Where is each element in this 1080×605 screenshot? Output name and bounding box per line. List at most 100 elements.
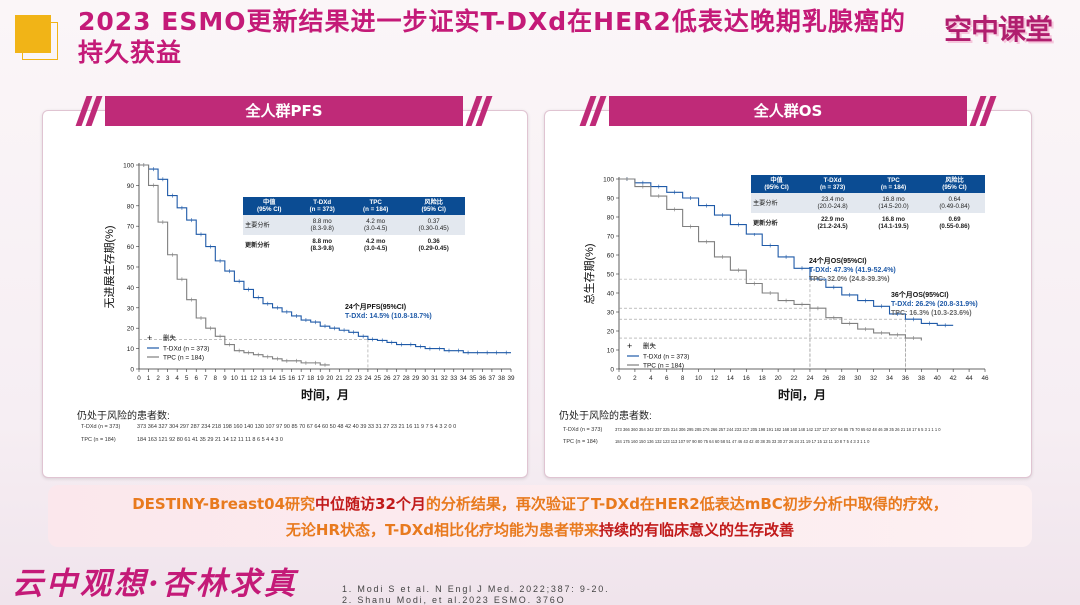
legend-censor-label: 删失 [163,333,177,342]
table-cell: 16.8 mo (14.5-20.0) [863,193,925,213]
pfs-banner-label: 全人群PFS [245,102,323,120]
x-tick-label: 22 [345,375,353,382]
y-tick-label: 70 [127,224,135,231]
os-callout36-title: 36个月OS(95%CI) [891,292,949,299]
y-tick-label: 10 [127,346,135,353]
y-tick-label: 100 [123,163,134,170]
table-row: 更新分析 22.9 mo (21.2-24.5) 16.8 mo (14.1-19.5)… [751,213,985,233]
x-tick-label: 46 [981,375,989,382]
x-tick-label: 6 [194,375,198,382]
table-cell: 主要分析 [243,215,296,235]
os-callout-36: 36个月OS(95%CI) T-DXd: 26.2% (20.8-31.9%) … [891,291,978,318]
x-tick-label: 39 [507,375,515,382]
x-tick-label: 35 [469,375,477,382]
x-tick-label: 15 [279,375,287,382]
table-cell: 0.36 (0.29-0.45) [402,235,465,255]
x-tick-label: 8 [214,375,218,382]
conclusion-highlight: 持续的有临床意义的生存改善 [599,521,795,539]
pfs-risk-label-tdxd: T-DXd (n = 373) [81,424,121,430]
legend-censor-label: 删失 [643,341,657,350]
pfs-risk-title: 仍处于风险的患者数: [77,411,170,422]
table-header-cell: TPC (n = 184) [863,175,925,193]
x-tick-label: 14 [727,375,735,382]
y-tick-label: 40 [127,285,135,292]
os-hazard-table: 中值 (95% CI) T-DXd (n = 373) TPC (n = 184) 风险比(… [751,175,985,233]
x-tick-label: 16 [288,375,296,382]
x-tick-label: 18 [307,375,315,382]
x-tick-label: 38 [498,375,506,382]
table-header-cell: TPC (n = 184) [348,197,403,215]
y-tick-label: 70 [607,234,615,241]
y-tick-label: 60 [607,253,615,260]
y-tick-label: 50 [127,265,135,272]
x-tick-label: 13 [259,375,267,382]
os-banner: 全人群OS [579,96,997,126]
slogan: 云中观想·杏林求真 [12,566,298,602]
table-cell: 8.8 mo (8.3-9.8) [295,235,349,255]
legend-tpc-label: TPC (n = 184) [643,363,684,370]
x-tick-label: 0 [617,375,621,382]
table-row: 主要分析 8.8 mo (8.3-9.8) 4.2 mo (3.0-4.5) 0.37 (0… [243,215,465,235]
table-header-cell: T-DXd (n = 373) [802,175,864,193]
table-cell: 4.2 mo (3.0-4.5) [348,235,403,255]
y-tick-label: 10 [607,348,615,355]
x-tick-label: 3 [166,375,170,382]
os-callout24-tpc: TPC: 32.0% (24.8-39.3%) [809,276,890,283]
pfs-risk-label-tpc: TPC (n = 184) [81,437,116,443]
x-tick-label: 32 [441,375,449,382]
os-callout36-tpc: TPC: 16.3% (10.3-23.6%) [891,310,972,317]
x-tick-label: 20 [326,375,334,382]
x-tick-label: 31 [431,375,439,382]
x-tick-label: 12 [711,375,719,382]
legend-censor-icon: + [627,341,632,351]
conclusion-text: DESTINY-Breast04研究 [132,495,316,513]
x-tick-label: 10 [695,375,703,382]
pfs-hazard-table: 中值 (95% CI) T-DXd (n = 373) TPC (n = 184) 风险比(… [243,197,465,255]
x-tick-label: 2 [633,375,637,382]
x-tick-label: 8 [681,375,685,382]
pfs-callout-tdxd: T-DXd: 14.5% (10.8-18.7%) [345,313,432,320]
x-tick-label: 24 [806,375,814,382]
x-tick-label: 10 [231,375,239,382]
os-risk-label-tpc: TPC (n = 184) [563,439,598,445]
x-tick-label: 29 [412,375,420,382]
conclusion-line-1: DESTINY-Breast04研究中位随访32个月的分析结果，再次验证了T-D… [48,491,1032,517]
x-tick-label: 36 [479,375,487,382]
logo: 空中课堂 [944,13,1053,46]
pfs-risk-row-tdxd: T-DXd (n = 373) 373 364 327 304 297 287 2… [81,424,456,430]
table-header-cell: 中值 (95% CI) [243,197,296,215]
pfs-callout: 24个月PFS(95%CI) T-DXd: 14.5% (10.8-18.7%) [345,303,432,321]
x-tick-label: 0 [137,375,141,382]
x-tick-label: 37 [488,375,496,382]
x-tick-label: 19 [317,375,325,382]
conclusion-text: 无论HR状态，T-DXd相比化疗均能为患者带来 [285,521,600,539]
x-tick-label: 28 [838,375,846,382]
x-tick-label: 33 [450,375,458,382]
x-tick-label: 34 [886,375,894,382]
table-cell: 4.2 mo (3.0-4.5) [348,215,403,235]
x-tick-label: 40 [934,375,942,382]
conclusion-highlight: 中位随访32个月 [315,495,426,513]
os-callout-24: 24个月OS(95%CI) T-DXd: 47.3% (41.9-52.4%) … [809,257,896,284]
y-tick-label: 20 [127,326,135,333]
x-tick-label: 26 [822,375,830,382]
x-tick-label: 16 [743,375,751,382]
os-callout24-title: 24个月OS(95%CI) [809,258,867,265]
reference-1: 1. Modi S et al. N Engl J Med. 2022;387:… [342,584,610,594]
table-cell: 8.8 mo (8.3-9.8) [295,215,349,235]
y-tick-label: 80 [127,203,135,210]
y-tick-label: 40 [607,291,615,298]
legend-tpc-label: TPC (n = 184) [163,355,204,362]
table-cell: 22.9 mo (21.2-24.5) [802,213,864,233]
x-tick-label: 5 [185,375,189,382]
os-risk-row-tdxd: T-DXd (n = 373) 373 366 360 354 342 337 3… [563,427,941,433]
y-axis-label: 总生存期(%) [582,243,596,304]
table-row: 更新分析 8.8 mo (8.3-9.8) 4.2 mo (3.0-4.5) 0.36 (0… [243,235,465,255]
legend-tdxd-label: T-DXd (n = 373) [643,354,689,361]
x-tick-label: 42 [950,375,958,382]
x-tick-label: 30 [422,375,430,382]
os-callout24-tdxd: T-DXd: 47.3% (41.9-52.4%) [809,267,896,274]
pfs-callout-title: 24个月PFS(95%CI) [345,304,407,311]
